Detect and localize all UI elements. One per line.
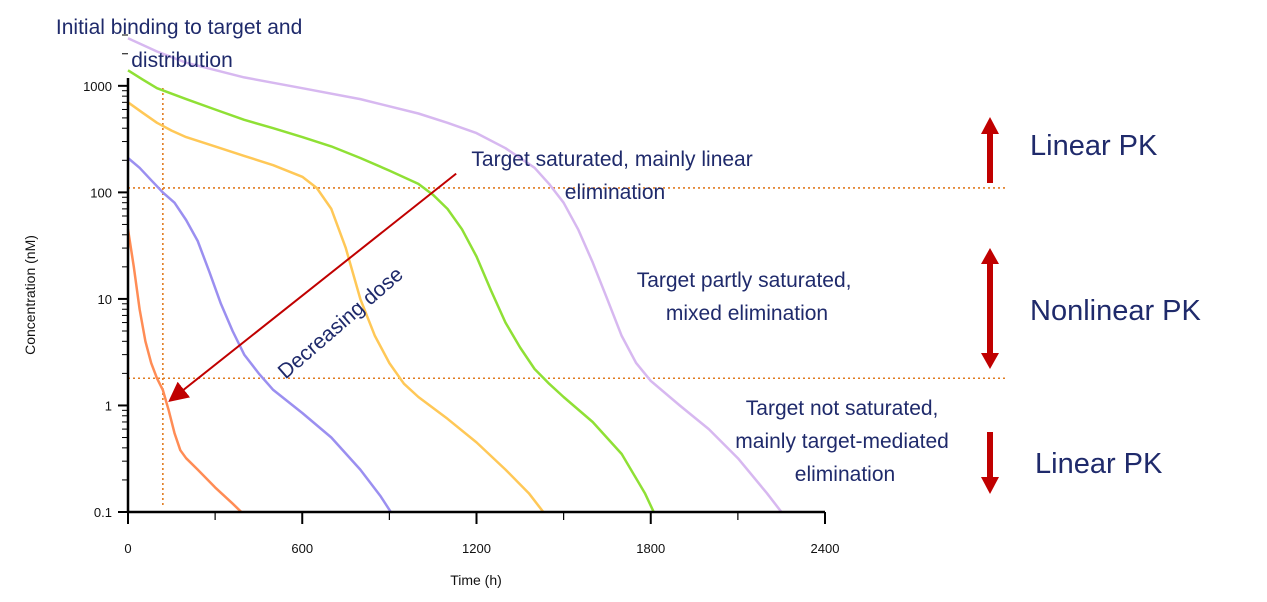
- y-axis-label: Concentration (nM): [22, 235, 38, 355]
- series-line-4: [127, 69, 655, 513]
- annotation-notsat-line-1: Target not saturated,: [746, 397, 939, 420]
- series-line-3: [127, 101, 545, 513]
- reference-lines: [128, 88, 1005, 505]
- annotation-partly-line-2: mixed elimination: [666, 302, 828, 325]
- regime-label-linear-top: Linear PK: [1030, 130, 1158, 162]
- x-tick-label: 0: [124, 541, 131, 556]
- y-tick-label: 0.1: [94, 505, 112, 520]
- annotation-initial-line-2: distribution: [131, 49, 233, 72]
- y-tick-label: 1: [105, 398, 112, 413]
- annotation-saturated: Target saturated, mainly linear eliminat…: [471, 148, 758, 204]
- regime-label-nonlinear: Nonlinear PK: [1030, 295, 1202, 327]
- y-tick-label: 10: [98, 292, 112, 307]
- series-line-5: [127, 37, 783, 513]
- series-line-1: [126, 229, 243, 513]
- y-ticks: 0.1 1 10 100 1000: [83, 34, 128, 520]
- annotation-initial-line-1: Initial binding to target and: [56, 16, 302, 39]
- x-tick-label: 1200: [462, 541, 491, 556]
- x-tick-label: 600: [291, 541, 313, 556]
- x-tick-label: 1800: [636, 541, 665, 556]
- decreasing-dose-label: Decreasing dose: [274, 263, 408, 384]
- nonlinear-pk-double-arrow: [981, 248, 999, 369]
- annotation-notsat-line-3: elimination: [795, 463, 895, 486]
- x-tick-label: 2400: [811, 541, 840, 556]
- series-line-2: [127, 157, 392, 513]
- annotation-notsat-line-2: mainly target-mediated: [735, 430, 949, 453]
- series-layer: [126, 37, 783, 513]
- annotation-partly-line-1: Target partly saturated,: [637, 269, 852, 292]
- linear-pk-up-arrow: [981, 117, 999, 183]
- y-tick-label: 100: [90, 185, 112, 200]
- annotation-initial: Initial binding to target and distributi…: [56, 16, 308, 72]
- decreasing-dose-arrow: [168, 172, 457, 402]
- linear-pk-down-arrow: [981, 432, 999, 494]
- x-axis-label: Time (h): [450, 572, 502, 588]
- annotation-saturated-line-1: Target saturated, mainly linear: [471, 148, 752, 171]
- regime-label-linear-bottom: Linear PK: [1035, 448, 1163, 480]
- y-tick-label: 1000: [83, 79, 112, 94]
- annotation-notsat: Target not saturated, mainly target-medi…: [735, 397, 954, 486]
- annotation-partly: Target partly saturated, mixed eliminati…: [637, 269, 858, 325]
- annotation-saturated-line-2: elimination: [565, 181, 665, 204]
- x-ticks: 0 600 1200 1800 2400: [124, 512, 839, 556]
